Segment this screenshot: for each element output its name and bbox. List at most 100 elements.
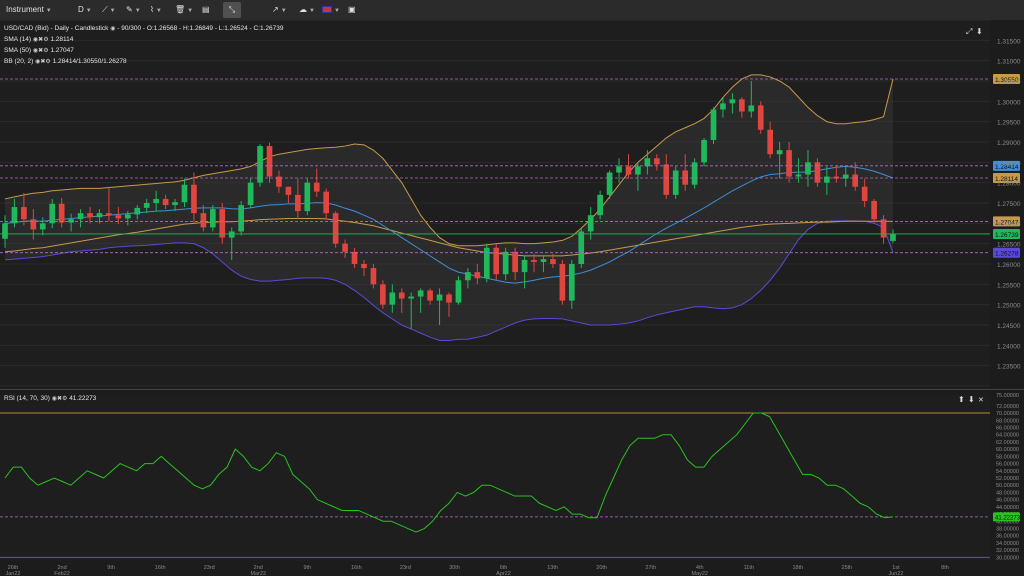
sma50-value: 1.27047 [50, 47, 74, 54]
arrow-down-icon[interactable]: ⬇ [976, 27, 983, 36]
rsi-tick-label: 48.00000 [996, 490, 1019, 496]
gear-icon[interactable]: ⚙ [61, 396, 68, 402]
candle-body [824, 176, 830, 183]
candle-body [200, 213, 207, 228]
candle-body [68, 219, 74, 223]
gear-icon[interactable]: ⚙ [43, 48, 49, 54]
candle-body [295, 194, 301, 212]
close-icon[interactable]: ✖ [56, 396, 62, 402]
close-icon[interactable]: ✖ [38, 48, 44, 54]
rsi-tick-label: 34.00000 [996, 541, 1019, 547]
line-tool-button[interactable]: ⟋ ▼ [102, 5, 116, 14]
draw-tool-button[interactable]: ✎ ▼ [126, 5, 141, 14]
delete-button[interactable]: 🗑 ▼ [175, 5, 194, 14]
candle-body [531, 259, 537, 262]
candle-body [219, 209, 226, 238]
candle-body [436, 294, 443, 301]
eye-icon[interactable]: ◉ [35, 59, 41, 65]
candle-body [776, 150, 783, 155]
gear-icon[interactable]: ⚙ [43, 37, 49, 43]
chart-type-button[interactable]: ▤ [202, 2, 214, 18]
instrument-selector[interactable]: Instrument ▼ [6, 2, 52, 18]
rsi-tick-label: 60.00000 [996, 447, 1019, 453]
candle-body [691, 162, 698, 185]
time-tick-label: 30th [449, 565, 460, 571]
candle-body [228, 231, 235, 238]
candle-body [653, 158, 660, 165]
share-button[interactable]: ↗ ▼ [272, 5, 287, 14]
sma14-legend: SMA (14) ◉✖⚙ 1.28114 [4, 36, 73, 43]
eye-icon[interactable]: ◉ [32, 37, 39, 43]
price-tick-label: 1.26500 [997, 242, 1021, 249]
rsi-axis: 75.00000 72.0000070.0000068.0000066.00000… [993, 393, 1021, 561]
eye-icon[interactable]: ◉ [32, 48, 39, 54]
candle-body [304, 182, 311, 212]
fullscreen-icon: ⤡ [228, 5, 236, 14]
sma50-label: SMA (50) [4, 47, 32, 54]
price-tick-label: 1.24500 [997, 323, 1021, 330]
pane-controls-rsi[interactable]: ⬆ ⬇ ✕ [958, 395, 984, 404]
trash-icon: 🗑 [175, 5, 186, 14]
rsi-tick-label: 68.00000 [996, 418, 1019, 424]
candle-body [143, 203, 150, 208]
candle-body [578, 231, 585, 264]
close-icon[interactable]: ✖ [38, 37, 44, 43]
rsi-tick-label: 64.00000 [996, 433, 1019, 439]
close-icon[interactable]: ✖ [40, 59, 46, 65]
price-tick-label: 1.30500 [997, 79, 1021, 86]
price-tick-label: 1.27500 [997, 201, 1021, 208]
price-tick-label: 1.26000 [997, 262, 1021, 269]
candle-body [550, 259, 556, 264]
rsi-tick-label: 40.00000 [996, 519, 1019, 525]
candle-body [247, 182, 254, 206]
candle-body [134, 207, 141, 215]
price-level-tag [993, 173, 1020, 184]
instrument-label: Instrument [6, 5, 44, 14]
candle-body [87, 213, 93, 218]
rsi-tick-label: 50.00000 [996, 483, 1019, 489]
rsi-plot-bg [0, 395, 990, 561]
bb-value: 1.28414/1.30550/1.26278 [52, 58, 127, 65]
rsi-tick-label: 30.00000 [996, 555, 1019, 561]
candle-body [833, 176, 840, 179]
eye-icon[interactable]: ◉ [110, 26, 116, 32]
weather-button[interactable]: ☁ ▼ [299, 5, 315, 14]
price-candles [2, 81, 896, 330]
time-tick-sublabel: Jan22 [6, 571, 21, 576]
candle-body [861, 186, 868, 201]
fullscreen-button[interactable]: ⤡ [223, 2, 241, 18]
flag-icon [322, 6, 332, 14]
language-button[interactable]: ▼ [322, 2, 340, 18]
chart-area[interactable]: 1.30550 1.28414 1.28114 1.27047 1.26739 1.262… [0, 20, 1024, 576]
screenshot-button[interactable]: ▣ [348, 2, 360, 18]
price-tick-label: 1.30000 [997, 99, 1021, 106]
candle-body [474, 272, 481, 279]
candle-body [77, 213, 84, 220]
price-level-label: 1.26739 [995, 232, 1019, 239]
price-tick-label: 1.23500 [997, 364, 1021, 371]
candle-body [616, 166, 622, 173]
time-tick-label: 20th [596, 565, 607, 571]
arrow-down-icon[interactable]: ⬇ [968, 395, 975, 404]
indicators-button[interactable]: ⌇ ▼ [150, 5, 162, 14]
sma14-value: 1.28114 [50, 36, 74, 43]
price-tick-label: 1.25000 [997, 303, 1021, 310]
time-tick-sublabel: Jun22 [888, 571, 903, 576]
candle-body [852, 174, 859, 187]
timeframe-selector[interactable]: D ▼ [78, 2, 94, 18]
time-tick-label: 25th [842, 565, 853, 571]
rsi-tick-label: 38.00000 [996, 527, 1019, 533]
candle-body [842, 174, 849, 179]
pane-controls-top[interactable]: ⤢ ⬇ [965, 27, 983, 36]
arrow-up-icon[interactable]: ⬆ [958, 395, 965, 404]
price-level-label: 1.26278 [995, 251, 1019, 258]
price-level-label: 1.30550 [995, 77, 1019, 84]
candle-body [748, 105, 755, 112]
candle-body [389, 292, 396, 305]
gear-icon[interactable]: ⚙ [45, 59, 51, 65]
candle-body [285, 186, 292, 195]
close-icon[interactable]: ✕ [978, 397, 984, 404]
expand-icon[interactable]: ⤢ [965, 27, 972, 36]
candle-body [153, 198, 159, 203]
eye-icon[interactable]: ◉ [51, 396, 57, 402]
